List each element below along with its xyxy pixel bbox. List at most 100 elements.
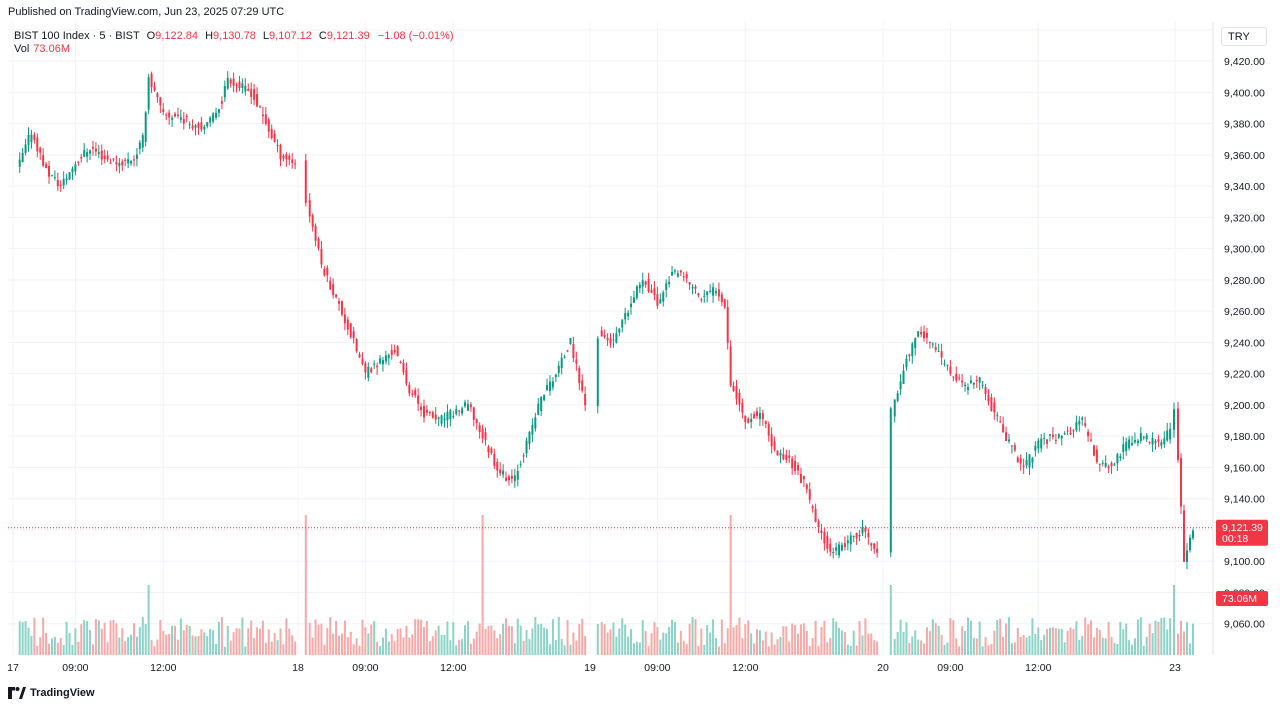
candle-body — [840, 544, 843, 551]
volume-bar — [1139, 617, 1142, 655]
candle-body — [928, 341, 931, 343]
volume-bar — [420, 619, 423, 655]
volume-bar — [132, 623, 135, 655]
volume-bar — [314, 619, 317, 655]
candle-body — [1177, 408, 1179, 460]
candle-body — [56, 179, 59, 187]
candle-body — [624, 313, 627, 320]
volume-bar — [917, 639, 920, 655]
volume-bar — [920, 640, 923, 655]
currency-button[interactable]: TRY — [1221, 27, 1267, 46]
volume-bar — [656, 627, 659, 655]
volume-bar — [135, 636, 138, 655]
volume-bar — [1154, 620, 1157, 655]
candle-body — [1002, 424, 1005, 433]
symbol-label[interactable]: BIST 100 Index · 5 · BIST — [14, 30, 140, 42]
candle-body — [596, 338, 599, 407]
volume-bar — [770, 632, 773, 655]
volume-bar — [612, 622, 615, 655]
volume-bar — [993, 630, 996, 655]
candle-body — [575, 359, 578, 364]
volume-bar — [1133, 638, 1136, 655]
candle-body — [761, 413, 764, 420]
volume-bar — [405, 625, 408, 655]
volume-bar — [1046, 628, 1049, 655]
volume-bar — [852, 630, 855, 655]
candle-body — [943, 363, 946, 365]
volume-bar — [673, 621, 676, 655]
volume-bar — [185, 624, 188, 655]
volume-bar — [30, 635, 33, 655]
volume-bar — [168, 633, 171, 655]
candle-body — [937, 351, 940, 353]
volume-bar — [304, 515, 307, 655]
candle-body — [288, 155, 291, 160]
volume-bar — [235, 628, 238, 655]
candle-body — [534, 417, 537, 429]
candle-body — [923, 331, 926, 339]
volume-bar — [349, 631, 352, 655]
volume-bar — [525, 630, 528, 655]
candle-body — [653, 288, 656, 296]
volume-bar — [1177, 633, 1179, 655]
candle-body — [461, 408, 464, 414]
volume-bar — [624, 624, 627, 655]
volume-bar — [127, 637, 130, 655]
volume-bar — [972, 637, 975, 655]
candle-body — [1049, 434, 1052, 436]
volume-bar — [764, 631, 767, 655]
volume-bar — [238, 628, 241, 655]
volume-bar — [1122, 629, 1125, 655]
candle-body — [220, 101, 223, 104]
volume-bar — [212, 630, 215, 655]
volume-bar — [955, 638, 958, 655]
candle-body — [606, 337, 609, 341]
volume-bar — [411, 634, 414, 655]
volume-bar — [50, 638, 53, 655]
volume-bar — [408, 637, 411, 655]
y-tick-label: 9,420.00 — [1224, 56, 1265, 68]
volume-bar — [165, 634, 168, 655]
volume-bar — [808, 646, 811, 655]
candle-body — [791, 458, 794, 469]
volume-bar — [537, 624, 540, 655]
open-value: 9,122.84 — [155, 30, 198, 42]
candle-body — [688, 282, 691, 285]
volume-bar — [596, 623, 599, 655]
volume-bar — [267, 629, 270, 655]
volume-bar — [826, 642, 829, 655]
candle-body — [560, 357, 563, 369]
volume-bars — [18, 515, 1194, 655]
volume-bar — [662, 632, 665, 655]
candle-body — [776, 450, 779, 456]
candle-body — [584, 393, 587, 406]
candle-body — [984, 386, 987, 395]
candle-body — [572, 344, 575, 358]
candle-body — [832, 552, 835, 554]
candle-body — [557, 365, 560, 373]
candle-body — [911, 343, 914, 357]
candle-body — [1151, 437, 1154, 445]
volume-bar — [1142, 645, 1145, 655]
volume-bar — [782, 626, 785, 655]
volume-bar — [817, 646, 820, 655]
candle-body — [955, 373, 958, 381]
candle-body — [124, 159, 127, 161]
candle-body — [1057, 434, 1060, 438]
candle-body — [811, 506, 814, 509]
candle-body — [1139, 433, 1142, 441]
y-tick-label: 9,320.00 — [1224, 212, 1265, 224]
candle-body — [346, 319, 349, 330]
volume-bar — [502, 623, 505, 655]
volume-bar — [422, 626, 425, 655]
y-tick-label: 9,340.00 — [1224, 181, 1265, 193]
volume-bar — [1078, 639, 1081, 655]
volume-label[interactable]: Vol — [14, 43, 30, 55]
volume-bar — [226, 625, 229, 655]
candle-body — [340, 301, 343, 315]
tradingview-footer[interactable]: TradingView — [8, 687, 95, 699]
candle-body — [317, 238, 320, 249]
candle-body — [379, 358, 382, 364]
volume-bar — [256, 627, 259, 655]
